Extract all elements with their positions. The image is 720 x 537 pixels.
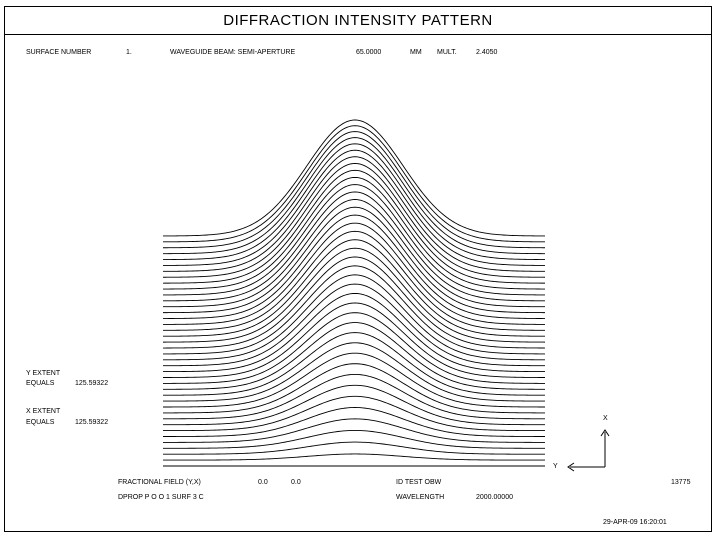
x-extent-value: 125.59322 (75, 419, 109, 426)
y-extent-label: Y EXTENT (26, 370, 61, 377)
y-axis-label: Y (553, 463, 558, 470)
intensity-curve (163, 441, 545, 455)
intensity-curve (163, 163, 546, 278)
intensity-curve (162, 149, 546, 266)
wavelength-value: 2000.00000 (476, 494, 513, 501)
intensity-curve (162, 265, 545, 355)
intensity-curve (162, 176, 546, 290)
intensity-curve (163, 384, 545, 426)
y-extent-value: 125.59322 (75, 380, 109, 387)
fractional-field-label: FRACTIONAL FIELD (Y,X) (118, 479, 201, 486)
intensity-curve (163, 395, 545, 432)
beam-label: WAVEGUIDE BEAM: SEMI-APERTURE (170, 49, 296, 56)
intensity-curve (163, 429, 545, 449)
y-arrow-icon (567, 462, 575, 472)
intensity-curve (162, 373, 545, 420)
intensity-curve (163, 137, 546, 255)
x-extent-equals: EQUALS (26, 419, 55, 426)
title-bar: DIFFRACTION INTENSITY PATTERN (5, 7, 711, 35)
id-label: ID TEST OBW (396, 479, 442, 486)
axis-indicator (567, 429, 610, 472)
intensity-curve (162, 125, 546, 243)
id-value: 13775 (671, 479, 691, 486)
intensity-curve (162, 222, 546, 325)
intensity-curve (162, 352, 545, 408)
intensity-curve (163, 322, 546, 390)
intensity-curve (163, 418, 545, 443)
intensity-curve (162, 206, 545, 314)
units-label: MM (410, 49, 422, 56)
intensity-curve (162, 214, 545, 319)
timestamp: 29-APR-09 16:20:01 (603, 519, 667, 526)
intensity-curve (162, 274, 545, 361)
intensity-curve (162, 131, 546, 249)
intensity-curve (163, 239, 546, 337)
intensity-curves (162, 119, 546, 467)
fractional-field-x: 0.0 (291, 479, 301, 486)
intensity-curve (163, 407, 545, 437)
intensity-curve (162, 363, 545, 414)
wavelength-label: WAVELENGTH (396, 494, 445, 501)
intensity-curve (163, 312, 546, 384)
intensity-curve (162, 119, 545, 237)
intensity-curve (163, 256, 546, 349)
intensity-curve (162, 156, 546, 272)
intensity-curve (162, 184, 546, 296)
mult-value: 2.4050 (476, 49, 498, 56)
intensity-curve (162, 169, 545, 284)
x-extent-label: X EXTENT (26, 408, 61, 415)
intensity-curve (163, 247, 546, 343)
mult-label: MULT. (437, 49, 457, 56)
intensity-curve (163, 199, 546, 308)
intensity-curve (162, 230, 546, 331)
intensity-curve (163, 453, 545, 461)
dprop-label: DPROP P O O 1 SURF 3 C (118, 494, 204, 501)
page-title: DIFFRACTION INTENSITY PATTERN (223, 12, 493, 29)
plot-frame: DIFFRACTION INTENSITY PATTERN (4, 6, 712, 532)
surface-number-label: SURFACE NUMBER (26, 49, 92, 56)
intensity-curve (163, 302, 546, 378)
intensity-curve (162, 283, 545, 367)
intensity-curve (162, 143, 545, 260)
x-axis-label: X (603, 415, 608, 422)
surface-number-value: 1. (126, 49, 132, 56)
fractional-field-y: 0.0 (258, 479, 268, 486)
x-arrow-icon (600, 429, 610, 437)
intensity-curve (163, 292, 546, 373)
y-extent-equals: EQUALS (26, 380, 55, 387)
intensity-curve (162, 191, 546, 302)
beam-value: 65.0000 (356, 49, 382, 56)
intensity-curve (163, 342, 546, 402)
intensity-curve (163, 332, 546, 396)
